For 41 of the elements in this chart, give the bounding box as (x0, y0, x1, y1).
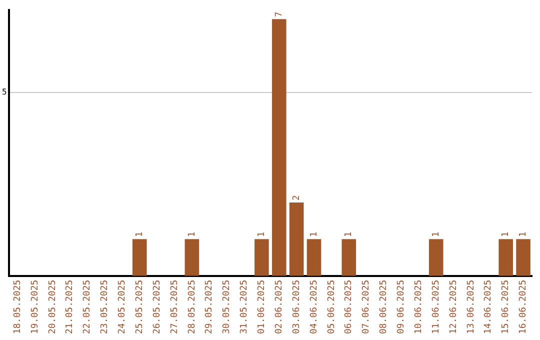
x-tick-label: 28.05.2025 (187, 280, 198, 334)
x-tick-label: 29.05.2025 (204, 280, 215, 334)
x-tick-label: 07.06.2025 (362, 280, 372, 334)
data-label: 1 (134, 232, 145, 238)
x-tick-label: 20.05.2025 (48, 280, 58, 334)
data-label: 1 (431, 232, 442, 238)
x-tick-label: 15.06.2025 (501, 280, 512, 334)
data-label: 1 (187, 232, 198, 238)
x-tick-label: 25.05.2025 (134, 280, 145, 334)
x-tick-label: 18.05.2025 (12, 280, 23, 334)
x-tick-label: 14.06.2025 (484, 280, 494, 334)
x-tick-label: 27.05.2025 (170, 280, 180, 334)
x-tick-label: 22.05.2025 (82, 280, 93, 334)
x-tick-label: 19.05.2025 (30, 280, 40, 334)
x-tick-label: 21.05.2025 (65, 280, 76, 334)
x-tick-label: 16.06.2025 (518, 280, 529, 334)
data-label: 1 (501, 232, 512, 238)
data-label: 1 (518, 232, 529, 238)
x-tick-label: 11.06.2025 (431, 280, 442, 334)
data-label: 1 (344, 232, 354, 238)
x-tick-label: 23.05.2025 (100, 280, 110, 334)
data-label: 2 (292, 195, 302, 200)
x-tick-label: 26.05.2025 (152, 280, 162, 334)
x-tick-label: 08.06.2025 (379, 280, 390, 334)
x-tick-label: 02.06.2025 (274, 280, 284, 334)
x-tick-label: 06.06.2025 (344, 280, 354, 334)
y-tick-label: 5 (2, 88, 7, 97)
x-tick-label: 31.05.2025 (240, 280, 250, 334)
x-tick-label: 13.06.2025 (466, 280, 476, 334)
x-tick-label: 30.05.2025 (222, 280, 232, 334)
x-tick-label: 24.05.2025 (118, 280, 128, 334)
data-label: 1 (309, 232, 320, 238)
x-tick-label: 09.06.2025 (396, 280, 407, 334)
data-label: 7 (274, 12, 284, 18)
x-tick-label: 05.06.2025 (326, 280, 337, 334)
x-tick-label: 12.06.2025 (448, 280, 459, 334)
x-tick-label: 04.06.2025 (309, 280, 320, 334)
x-tick-label: 03.06.2025 (292, 280, 302, 334)
data-label: 1 (257, 232, 268, 238)
x-tick-label: 01.06.2025 (257, 280, 268, 334)
x-tick-label: 10.06.2025 (414, 280, 424, 334)
